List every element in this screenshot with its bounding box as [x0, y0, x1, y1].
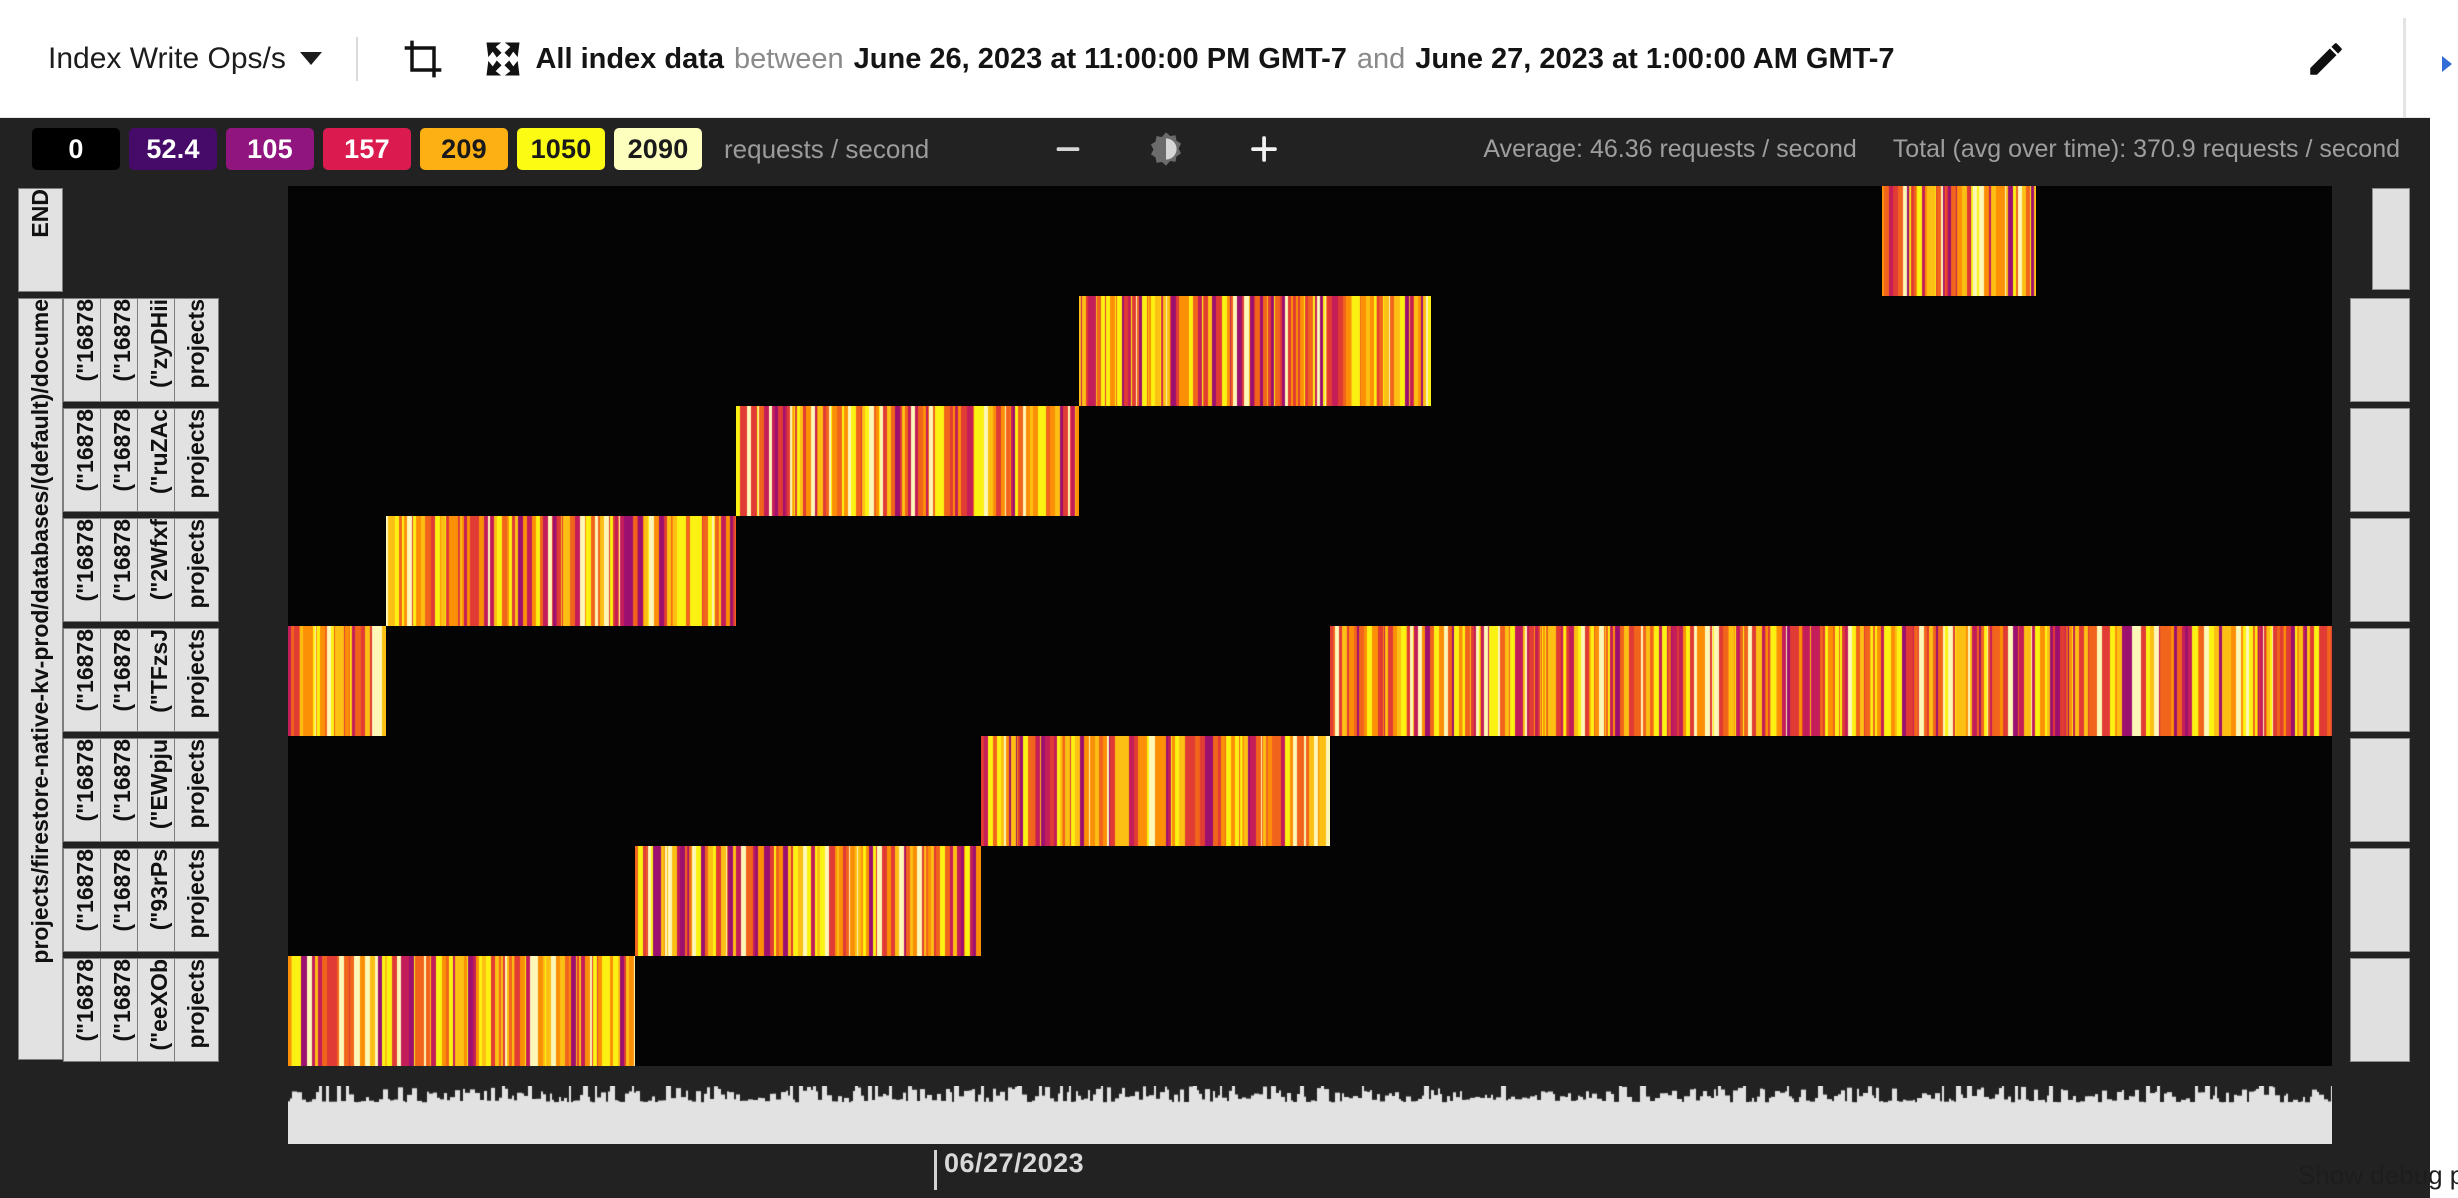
- heatmap-row-block[interactable]: [288, 956, 635, 1066]
- chevron-down-icon: [299, 52, 322, 65]
- heatmap-row-canvas: [981, 736, 1330, 846]
- title-start-time: June 26, 2023 at 11:00:00 PM GMT-7: [853, 42, 1347, 75]
- row-label-projects[interactable]: projects: [174, 408, 219, 512]
- toolbar-left-group: Index Write Ops/s: [0, 28, 534, 90]
- row-label-path[interactable]: projects/firestore-native-kv-prod/databa…: [18, 298, 63, 1060]
- heatmap-panel: 0 52.4 105 157 209 1050 2090 requests / second: [0, 118, 2430, 1198]
- legend-swatch[interactable]: 157: [323, 128, 411, 170]
- heatmap-row-block[interactable]: [981, 736, 1330, 846]
- legend-swatch[interactable]: 0: [32, 128, 120, 170]
- heatmap-row-block[interactable]: [736, 406, 1079, 516]
- legend-swatch[interactable]: 2090: [614, 128, 702, 170]
- row-label-projects[interactable]: projects: [174, 518, 219, 622]
- row-label-end[interactable]: END: [18, 188, 63, 292]
- row-label-text: projects/firestore-native-kv-prod/databa…: [27, 299, 53, 964]
- crop-icon[interactable]: [392, 28, 454, 90]
- heatmap-row-block[interactable]: [1079, 296, 1431, 406]
- axis-tick: [934, 1150, 937, 1190]
- legend-unit-label: requests / second: [724, 133, 930, 164]
- plus-icon[interactable]: [1241, 126, 1287, 172]
- minimap-row[interactable]: [2350, 848, 2410, 952]
- row-label-projects[interactable]: projects: [174, 298, 219, 402]
- minimap-row[interactable]: [2350, 958, 2410, 1062]
- heatmap-row-canvas: [1882, 186, 2036, 296]
- heatmap-row-canvas: [1330, 626, 2332, 736]
- heatmap-row-canvas: [736, 406, 1079, 516]
- total-stat: Total (avg over time): 370.9 requests / …: [1892, 134, 2400, 163]
- row-label-text: projects: [183, 299, 209, 389]
- row-label-projects[interactable]: projects: [174, 628, 219, 732]
- heatmap-row-block[interactable]: [1330, 626, 2332, 736]
- legend-swatch[interactable]: 1050: [517, 128, 605, 170]
- row-label-columns: END projects/firestore-native-kv-prod/dat…: [18, 180, 276, 1080]
- fullscreen-icon[interactable]: [472, 28, 534, 90]
- minimap-row[interactable]: [2350, 628, 2410, 732]
- legend-swatch[interactable]: 209: [420, 128, 508, 170]
- heatmap-row-block[interactable]: [386, 516, 736, 626]
- row-label-text: projects: [183, 959, 209, 1049]
- plot-area: END projects/firestore-native-kv-prod/dat…: [0, 180, 2430, 1198]
- row-label-text: projects: [183, 629, 209, 719]
- heatmap-row-block[interactable]: [1882, 186, 2036, 296]
- row-label-column: END projects/firestore-native-kv-prod/dat…: [18, 180, 63, 1080]
- legend-swatch[interactable]: 105: [226, 128, 314, 170]
- pencil-icon[interactable]: [2298, 31, 2354, 87]
- color-legend: 0 52.4 105 157 209 1050 2090: [32, 128, 702, 170]
- row-label-text: END: [27, 189, 53, 238]
- heatmap-row-block[interactable]: [288, 626, 386, 736]
- minimap-row[interactable]: [2350, 298, 2410, 402]
- toolbar-divider: [355, 36, 358, 81]
- row-label-column: projects projects projects projects projects…: [174, 180, 219, 1080]
- minimap-row[interactable]: [2350, 738, 2410, 842]
- legend-controls: [1045, 126, 1287, 172]
- minimap-row[interactable]: [2372, 188, 2410, 290]
- metric-selector-label: Index Write Ops/s: [48, 41, 286, 75]
- legend-swatch[interactable]: 52.4: [129, 128, 217, 170]
- row-minimap[interactable]: [2350, 180, 2410, 1080]
- average-stat: Average: 46.36 requests / second: [1483, 134, 1857, 163]
- row-label-projects[interactable]: projects: [174, 848, 219, 952]
- heatmap-row-block[interactable]: [635, 846, 981, 956]
- arrow-right-icon[interactable]: [2434, 52, 2458, 76]
- heatmap-row-canvas: [635, 846, 981, 956]
- title-scope: All index data: [535, 42, 724, 75]
- time-axis: 06/27/2023: [288, 1148, 2332, 1194]
- summary-stats: Average: 46.36 requests / second Total (…: [1483, 135, 2430, 164]
- row-label-text: projects: [183, 849, 209, 939]
- minus-icon[interactable]: [1045, 126, 1091, 172]
- row-label-projects[interactable]: projects: [174, 958, 219, 1062]
- top-toolbar: Index Write Ops/s All index data: [0, 0, 2430, 118]
- show-debug-link[interactable]: Show debug p: [2298, 1160, 2458, 1190]
- row-label-projects[interactable]: projects: [174, 738, 219, 842]
- title-and: and: [1356, 42, 1406, 75]
- axis-tick-label: 06/27/2023: [944, 1148, 1085, 1178]
- row-label-text: projects: [183, 519, 209, 609]
- brightness-contrast-icon[interactable]: [1143, 126, 1189, 172]
- minimap-row[interactable]: [2350, 408, 2410, 512]
- timeline-sparkline[interactable]: [288, 1086, 2332, 1144]
- title-end-time: June 27, 2023 at 1:00:00 AM GMT-7: [1415, 42, 1895, 75]
- metric-selector[interactable]: Index Write Ops/s: [48, 42, 322, 76]
- heatmap-row-canvas: [1079, 296, 1431, 406]
- title-between: between: [734, 42, 844, 75]
- heatmap-row-canvas: [386, 516, 736, 626]
- row-label-text: projects: [183, 409, 209, 499]
- right-divider: [2403, 18, 2406, 118]
- minimap-row[interactable]: [2350, 518, 2410, 622]
- row-label-text: projects: [183, 739, 209, 829]
- legend-bar: 0 52.4 105 157 209 1050 2090 requests / second: [0, 118, 2430, 180]
- heatmap-row-canvas: [288, 626, 386, 736]
- heatmap-grid[interactable]: [288, 186, 2332, 1066]
- heatmap-row-canvas: [288, 956, 635, 1066]
